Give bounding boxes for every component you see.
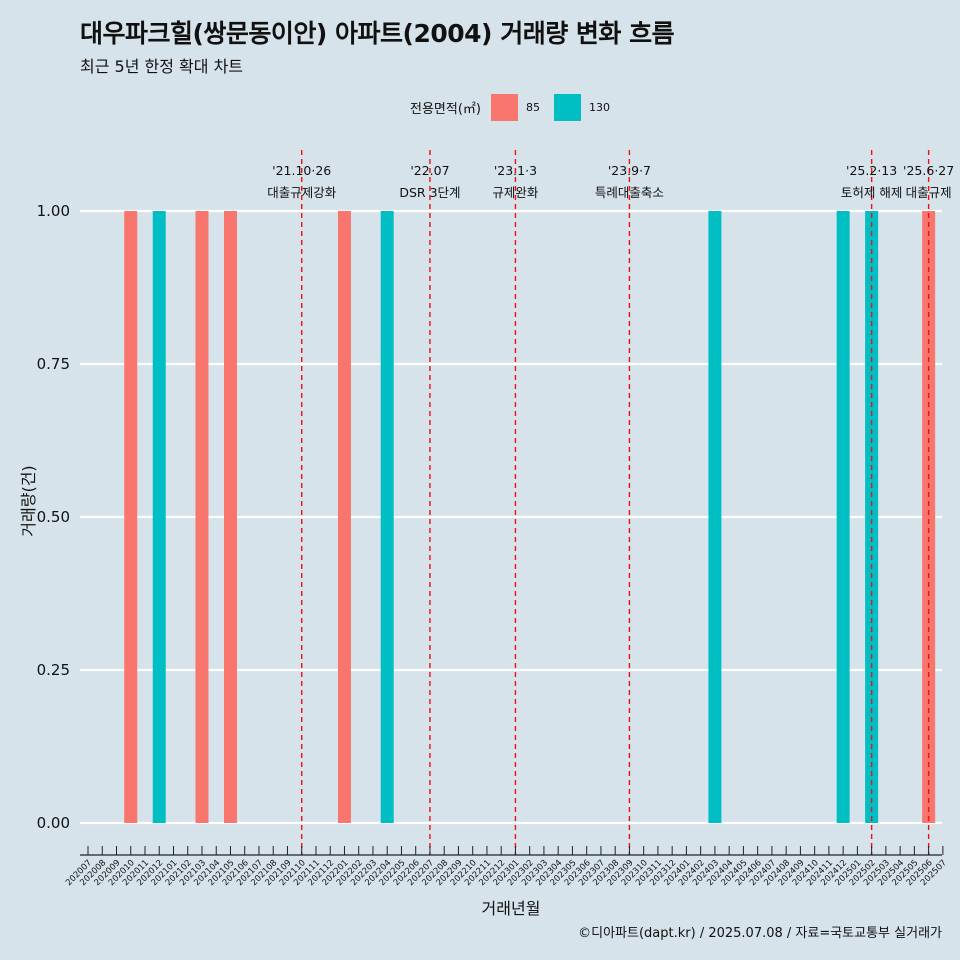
legend: 전용면적(㎡) 85 130: [410, 93, 624, 121]
y-tick-label: 1.00: [37, 202, 70, 220]
bar-85-202506: [922, 211, 936, 823]
event-date-label: '23.1·3: [494, 163, 537, 178]
chart-caption: ©디아파트(dapt.kr) / 2025.07.08 / 자료=국토교통부 실…: [578, 926, 942, 941]
event-date-label: '25.2·13: [846, 163, 897, 178]
chart-subtitle: 최근 5년 한정 확대 차트: [80, 57, 244, 76]
legend-swatch-130: [553, 93, 581, 121]
bar-130-202412: [836, 211, 850, 823]
event-date-label: '21.10·26: [272, 163, 331, 178]
legend-title: 전용면적(㎡): [410, 101, 481, 117]
y-tick-label: 0.00: [37, 814, 70, 832]
bar-130-202502: [865, 211, 879, 823]
bar-85-202105: [223, 211, 237, 823]
event-date-label: '23.9·7: [608, 163, 651, 178]
y-tick-label: 0.50: [37, 508, 70, 526]
event-name-label: 대출규제강화: [267, 185, 337, 200]
bar-130-202403: [708, 211, 722, 823]
x-axis-title: 거래년월: [482, 899, 541, 918]
event-date-label: '22.07: [410, 163, 449, 178]
y-tick-label: 0.25: [37, 661, 70, 679]
event-name-label: DSR 3단계: [399, 185, 460, 200]
bar-85-202010: [124, 211, 138, 823]
bar-130-202012: [152, 211, 166, 823]
event-name-label: 대출규제: [906, 185, 952, 200]
y-axis-title: 거래량(건): [19, 465, 38, 536]
chart-title: 대우파크힐(쌍문동이안) 아파트(2004) 거래량 변화 흐름: [80, 19, 675, 48]
y-tick-label: 0.75: [37, 355, 70, 373]
legend-label-130: 130: [588, 100, 610, 114]
event-name-label: 토허제 해제: [841, 185, 902, 200]
legend-swatch-85: [490, 93, 518, 121]
legend-label-85: 85: [525, 100, 540, 114]
event-name-label: 특례대출축소: [595, 185, 664, 200]
bar-85-202201: [337, 211, 351, 823]
bar-85-202103: [195, 211, 209, 823]
event-name-label: 규제완화: [492, 185, 539, 200]
bar-130-202204: [380, 211, 394, 823]
event-date-label: '25.6·27: [903, 163, 954, 178]
